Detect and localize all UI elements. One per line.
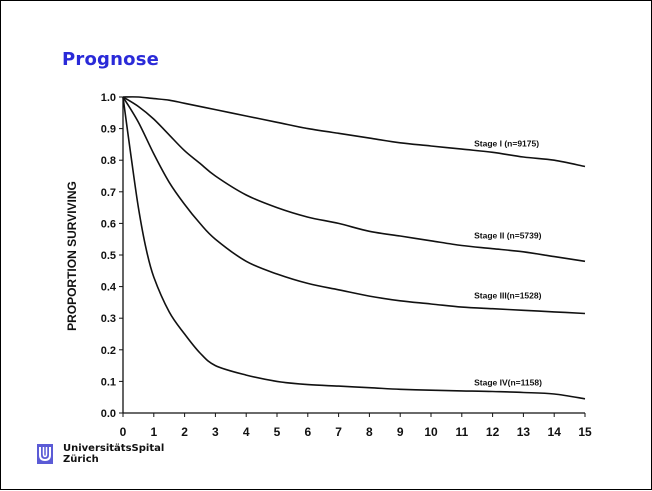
x-tick-label: 13	[517, 425, 531, 439]
x-tick-label: 3	[212, 425, 219, 439]
organization-name-line2: Zürich	[63, 454, 99, 465]
x-tick-label: 14	[548, 425, 562, 439]
y-tick-label: 0.1	[101, 376, 116, 388]
series-label-4: Stage IV(n=1158)	[474, 378, 542, 388]
x-axis-ticks: 0 1 2 3 4 5 6 7 8 9 10 11 12 13 14 15	[120, 413, 592, 439]
x-tick-label: 0	[120, 425, 127, 439]
series-label-3: Stage III(n=1528)	[474, 291, 541, 301]
university-hospital-logo-icon	[37, 444, 53, 464]
slide-title: Prognose	[62, 49, 160, 70]
y-tick-label: 0.3	[101, 313, 116, 325]
y-axis-ticks: 0.0 0.1 0.2 0.3 0.4 0.5 0.6 0.7 0.8 0.9 1.0	[101, 92, 123, 420]
series-line-4	[122, 96, 586, 400]
x-tick-label: 11	[455, 425, 468, 439]
x-tick-label: 8	[366, 425, 373, 439]
y-tick-label: 0.8	[101, 155, 116, 167]
series-label-2: Stage II (n=5739)	[474, 231, 541, 241]
x-tick-label: 5	[274, 425, 281, 439]
x-tick-label: 15	[578, 425, 592, 439]
series-lines	[122, 96, 586, 400]
series-line-3	[122, 96, 586, 315]
x-tick-label: 7	[335, 425, 342, 439]
y-axis-label: PROPORTION SURVIVING	[65, 181, 79, 331]
x-tick-label: 4	[243, 425, 250, 439]
y-tick-label: 0.4	[101, 282, 117, 294]
y-tick-label: 0.5	[101, 250, 116, 262]
organization-name: UniversitätsSpital Zürich	[63, 443, 164, 465]
x-tick-label: 1	[150, 425, 157, 439]
y-tick-label: 0.2	[101, 345, 116, 357]
x-tick-label: 12	[486, 425, 500, 439]
y-tick-label: 0.0	[101, 408, 116, 420]
y-tick-label: 0.9	[101, 124, 116, 136]
y-tick-label: 0.6	[101, 218, 116, 230]
series-line-2	[122, 96, 586, 263]
x-tick-label: 6	[304, 425, 311, 439]
y-tick-label: 1.0	[101, 92, 116, 104]
x-tick-label: 2	[181, 425, 188, 439]
series-line-1	[122, 96, 586, 168]
series-label-1: Stage I (n=9175)	[474, 138, 539, 148]
x-tick-label: 9	[397, 425, 404, 439]
x-tick-label: 10	[424, 425, 438, 439]
organization-name-line1: UniversitätsSpital	[63, 443, 165, 454]
series-labels: Stage I (n=9175) Stage II (n=5739) Stage I…	[474, 138, 542, 387]
y-tick-label: 0.7	[101, 187, 116, 199]
